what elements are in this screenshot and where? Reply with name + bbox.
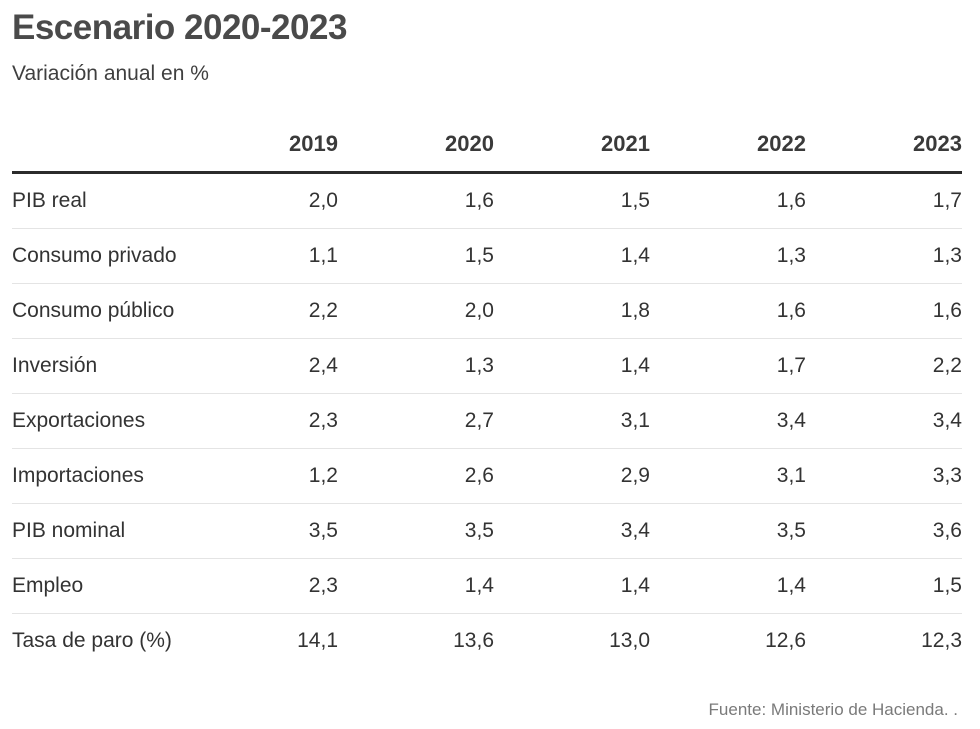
table-row: Inversión 2,4 1,3 1,4 1,7 2,2 (12, 338, 962, 394)
value-cell: 14,1 (297, 629, 338, 652)
value-cell: 3,5 (182, 503, 338, 559)
table-row: Empleo 2,3 1,4 1,4 1,4 1,5 (12, 558, 962, 614)
value-cell: 1,6 (650, 283, 806, 339)
value-cell: 3,6 (806, 503, 962, 559)
row-label: Consumo público (12, 283, 182, 339)
value-cell: 1,4 (338, 558, 494, 614)
value-cell: 1,6 (806, 283, 962, 339)
value-cell: 3,4 (494, 503, 650, 559)
value-cell: 2,9 (494, 448, 650, 504)
value-cell: 1,4 (494, 228, 650, 284)
table-row: PIB nominal 3,5 3,5 3,4 3,5 3,6 (12, 503, 962, 559)
row-label: Inversión (12, 338, 182, 394)
table-row: Tasa de paro (%) 14,1 13,6 13,0 12,6 12,3 (12, 614, 962, 669)
column-header-2020: 2020 (338, 116, 494, 174)
row-label: Consumo privado (12, 228, 182, 284)
value-cell: 12,6 (765, 629, 806, 652)
value-cell: 2,0 (338, 283, 494, 339)
row-label: PIB real (12, 172, 182, 229)
value-cell: 1,3 (650, 228, 806, 284)
value-cell: 1,4 (494, 338, 650, 394)
row-label: PIB nominal (12, 503, 182, 559)
value-cell: 3,4 (806, 393, 962, 449)
data-table: 2019 2020 2021 2022 2023 PIB real 2,0 1,6 1,5 1,… (12, 116, 962, 668)
value-cell: 1,2 (182, 448, 338, 504)
value-cell: 1,4 (494, 558, 650, 614)
value-cell: 2,4 (182, 338, 338, 394)
value-cell: 1,6 (650, 172, 806, 229)
table-body: PIB real 2,0 1,6 1,5 1,6 1,7 Consumo privado 1,… (12, 172, 962, 669)
value-cell: 12,3 (921, 629, 962, 652)
value-cell: 1,6 (338, 172, 494, 229)
source-note: Fuente: Ministerio de Hacienda. . (708, 700, 958, 719)
chart-subtitle: Variación anual en % (12, 62, 209, 85)
value-cell: 1,8 (494, 283, 650, 339)
row-label: Tasa de paro (%) (12, 629, 172, 652)
chart-title: Escenario 2020-2023 (12, 8, 347, 47)
value-cell: 1,3 (806, 228, 962, 284)
row-label: Empleo (12, 558, 182, 614)
table-row: Importaciones 1,2 2,6 2,9 3,1 3,3 (12, 448, 962, 504)
value-cell: 2,2 (806, 338, 962, 394)
table-row: PIB real 2,0 1,6 1,5 1,6 1,7 (12, 172, 962, 229)
value-cell: 1,7 (806, 172, 962, 229)
value-cell: 1,5 (494, 172, 650, 229)
value-cell: 13,0 (609, 629, 650, 652)
value-cell: 1,1 (182, 228, 338, 284)
value-cell: 2,3 (182, 393, 338, 449)
value-cell: 3,4 (650, 393, 806, 449)
value-cell: 2,0 (182, 172, 338, 229)
value-cell: 3,3 (806, 448, 962, 504)
value-cell: 3,1 (650, 448, 806, 504)
value-cell: 2,7 (338, 393, 494, 449)
value-cell: 13,6 (453, 629, 494, 652)
row-label: Importaciones (12, 448, 182, 504)
column-header-2019: 2019 (182, 116, 338, 174)
table-header-row: 2019 2020 2021 2022 2023 (12, 116, 962, 174)
value-cell: 3,5 (338, 503, 494, 559)
column-header-2023: 2023 (806, 116, 962, 174)
value-cell: 1,5 (806, 558, 962, 614)
column-header-2022: 2022 (650, 116, 806, 174)
header-label-cell (12, 116, 182, 174)
value-cell: 1,7 (650, 338, 806, 394)
value-cell: 1,5 (338, 228, 494, 284)
value-cell: 2,3 (182, 558, 338, 614)
table-row: Exportaciones 2,3 2,7 3,1 3,4 3,4 (12, 393, 962, 449)
column-header-2021: 2021 (494, 116, 650, 174)
value-cell: 2,6 (338, 448, 494, 504)
value-cell: 2,2 (182, 283, 338, 339)
value-cell: 1,4 (650, 558, 806, 614)
value-cell: 1,3 (338, 338, 494, 394)
row-label: Exportaciones (12, 393, 182, 449)
table-row: Consumo privado 1,1 1,5 1,4 1,3 1,3 (12, 228, 962, 284)
value-cell: 3,1 (494, 393, 650, 449)
table-row: Consumo público 2,2 2,0 1,8 1,6 1,6 (12, 283, 962, 339)
value-cell: 3,5 (650, 503, 806, 559)
